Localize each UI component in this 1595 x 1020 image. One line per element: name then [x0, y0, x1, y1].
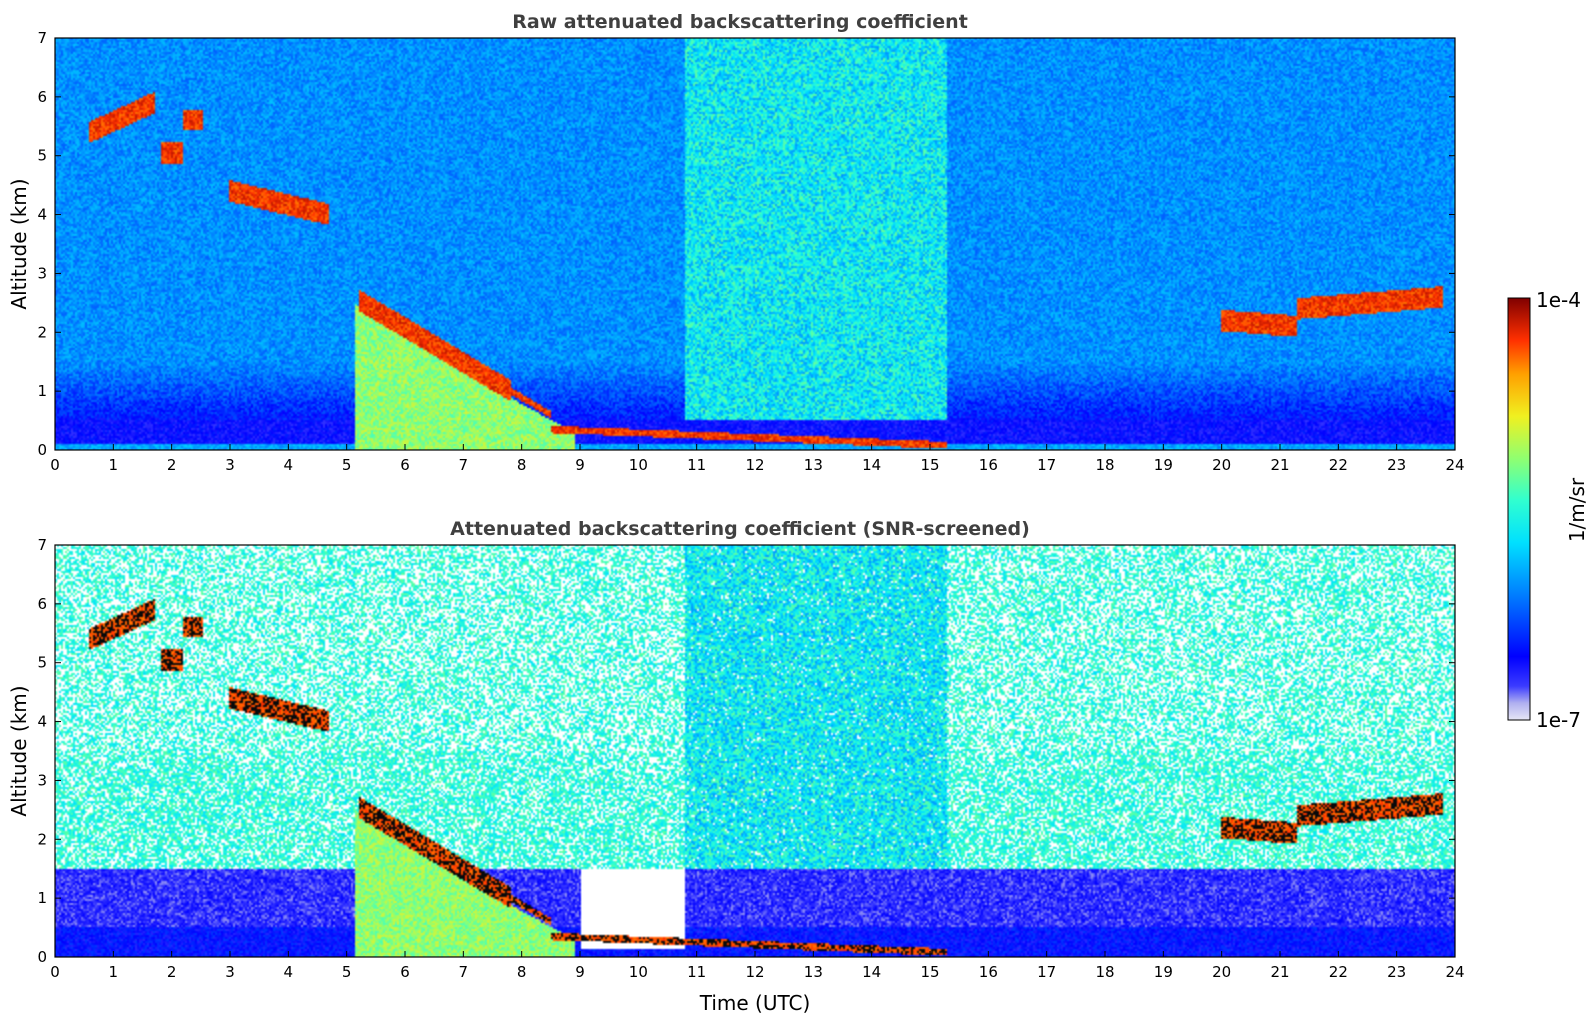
colorbar: 1e-4 1e-7 1/m/sr [1507, 288, 1589, 732]
x-tick-label: 17 [1037, 456, 1056, 474]
colorbar-gradient [1507, 297, 1531, 721]
x-tick-label: 3 [225, 963, 235, 981]
x-tick-label: 15 [920, 963, 939, 981]
y-tick-label: 5 [37, 654, 47, 672]
y-tick-label: 5 [37, 147, 47, 165]
x-tick-label: 3 [225, 456, 235, 474]
x-tick-label: 9 [575, 456, 585, 474]
heatmap-image [55, 38, 1455, 450]
x-tick-label: 5 [342, 963, 352, 981]
x-tick-label: 0 [50, 963, 60, 981]
screened-panel-title: Attenuated backscattering coefficient (S… [450, 518, 1030, 540]
x-tick-label: 14 [862, 963, 881, 981]
colorbar-max-label: 1e-4 [1536, 288, 1581, 312]
x-tick-label: 14 [862, 456, 881, 474]
y-tick-label: 1 [37, 889, 47, 907]
x-tick-label: 21 [1270, 456, 1289, 474]
x-tick-label: 22 [1329, 456, 1348, 474]
screened-y-axis-label: Altitude (km) [7, 685, 31, 816]
x-tick-label: 19 [1154, 456, 1173, 474]
x-tick-label: 18 [1095, 456, 1114, 474]
colorbar-min-label: 1e-7 [1536, 708, 1581, 732]
x-tick-label: 1 [109, 456, 119, 474]
y-tick-label: 2 [37, 830, 47, 848]
x-tick-label: 13 [804, 456, 823, 474]
x-tick-label: 11 [687, 963, 706, 981]
x-tick-label: 4 [284, 963, 294, 981]
x-tick-label: 20 [1212, 963, 1231, 981]
x-tick-label: 4 [284, 456, 294, 474]
x-tick-label: 6 [400, 456, 410, 474]
x-tick-label: 23 [1387, 456, 1406, 474]
raw-backscatter-panel: Raw attenuated backscattering coefficien… [7, 11, 1465, 474]
y-tick-label: 3 [37, 264, 47, 282]
y-tick-label: 0 [37, 948, 47, 966]
y-tick-label: 6 [37, 88, 47, 106]
x-tick-label: 5 [342, 456, 352, 474]
raw-y-axis-label: Altitude (km) [7, 178, 31, 309]
x-tick-label: 7 [459, 456, 469, 474]
x-tick-label: 17 [1037, 963, 1056, 981]
x-tick-label: 16 [979, 456, 998, 474]
x-tick-label: 13 [804, 963, 823, 981]
y-tick-label: 7 [37, 536, 47, 554]
x-tick-label: 16 [979, 963, 998, 981]
colorbar-unit-label: 1/m/sr [1565, 477, 1589, 542]
x-tick-label: 8 [517, 963, 527, 981]
x-tick-label: 1 [109, 963, 119, 981]
screened-x-axis-ticks: 0 1 2 3 4 5 6 7 8 9 10 11 12 13 14 15 16 17 18 19 20 21 22 23 24 [50, 951, 1465, 981]
y-tick-label: 0 [37, 441, 47, 459]
x-tick-label: 11 [687, 456, 706, 474]
x-tick-label: 19 [1154, 963, 1173, 981]
y-tick-label: 4 [37, 713, 47, 731]
x-tick-label: 8 [517, 456, 527, 474]
x-tick-label: 10 [629, 963, 648, 981]
y-tick-label: 1 [37, 382, 47, 400]
x-tick-label: 20 [1212, 456, 1231, 474]
x-tick-label: 12 [745, 963, 764, 981]
x-tick-label: 21 [1270, 963, 1289, 981]
x-tick-label: 10 [629, 456, 648, 474]
x-axis-label: Time (UTC) [699, 991, 811, 1015]
x-tick-label: 18 [1095, 963, 1114, 981]
y-tick-label: 7 [37, 29, 47, 47]
y-tick-label: 3 [37, 771, 47, 789]
x-tick-label: 0 [50, 456, 60, 474]
x-tick-label: 15 [920, 456, 939, 474]
x-tick-label: 2 [167, 456, 177, 474]
snr-screened-panel: Attenuated backscattering coefficient (S… [7, 518, 1465, 1015]
x-tick-label: 24 [1445, 963, 1464, 981]
raw-heatmap-area [55, 38, 1455, 450]
x-tick-label: 22 [1329, 963, 1348, 981]
x-tick-label: 7 [459, 963, 469, 981]
x-tick-label: 9 [575, 963, 585, 981]
raw-panel-title: Raw attenuated backscattering coefficien… [512, 11, 968, 33]
screened-y-axis-ticks: 0 1 2 3 4 5 6 7 [37, 536, 1455, 966]
x-tick-label: 12 [745, 456, 764, 474]
heatmap-image [55, 545, 1455, 957]
y-tick-label: 4 [37, 206, 47, 224]
x-tick-label: 2 [167, 963, 177, 981]
raw-y-axis-ticks: 0 1 2 3 4 5 6 7 [37, 29, 1455, 459]
screened-heatmap-area [55, 545, 1455, 957]
y-tick-label: 6 [37, 595, 47, 613]
y-tick-label: 2 [37, 323, 47, 341]
x-tick-label: 23 [1387, 963, 1406, 981]
x-tick-label: 24 [1445, 456, 1464, 474]
x-tick-label: 6 [400, 963, 410, 981]
raw-x-axis-ticks: 0 1 2 3 4 5 6 7 8 9 10 11 12 13 14 15 16 17 18 19 20 21 22 23 24 [50, 444, 1465, 474]
